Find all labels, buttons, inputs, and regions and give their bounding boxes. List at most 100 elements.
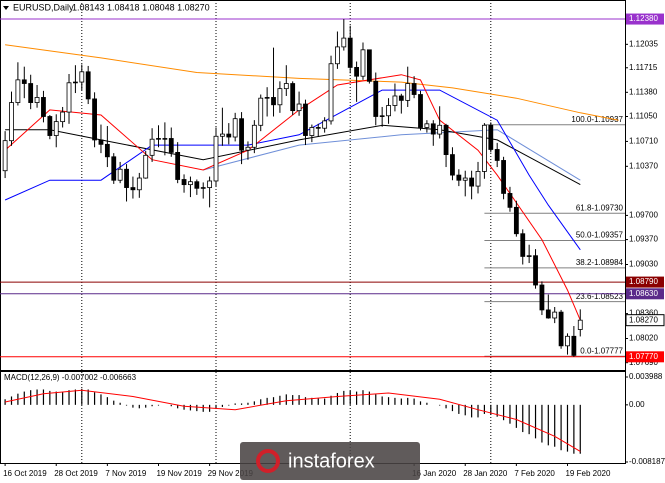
- candle-body: [143, 154, 149, 179]
- candle-body: [200, 187, 206, 189]
- candle-body: [558, 311, 564, 347]
- candle-body: [565, 335, 570, 347]
- indicator-line: [203, 129, 581, 181]
- candle-body: [21, 79, 27, 84]
- candle-body: [79, 71, 85, 83]
- x-tick-label: 16 Oct 2019: [3, 469, 47, 478]
- candle-body: [571, 335, 577, 356]
- candle-body: [53, 121, 59, 136]
- candle-body: [520, 233, 526, 257]
- watermark-logo: [256, 449, 280, 473]
- candle-body: [328, 63, 334, 122]
- candle-body: [111, 156, 117, 181]
- candle-body: [277, 88, 283, 106]
- x-tick-label: 7 Feb 2020: [514, 469, 555, 478]
- candle-body: [232, 118, 238, 138]
- fibonacci-label: 50.0-1.09357: [576, 231, 624, 240]
- y-tick-label: 1.12035: [629, 39, 658, 48]
- candle-body: [98, 139, 104, 145]
- macd-title: MACD(12,26,9) -0.007002 -0.006663: [4, 373, 137, 382]
- candle-body: [264, 97, 270, 99]
- candle-body: [379, 115, 385, 117]
- y-tick-label: -0.008187: [629, 457, 665, 466]
- ohlc: 1.08143 1.08418 1.08048 1.08270: [72, 2, 210, 12]
- candle-body: [296, 103, 302, 112]
- candle-body: [437, 124, 443, 135]
- candle-body: [507, 193, 513, 208]
- candle-body: [539, 284, 545, 311]
- candle-body: [34, 97, 40, 103]
- candle-body: [207, 180, 213, 188]
- candle-body: [283, 83, 289, 90]
- candle-body: [469, 177, 475, 187]
- watermark: instaforex: [240, 442, 420, 480]
- candle-body: [41, 97, 46, 117]
- candle-body: [392, 95, 398, 106]
- candle-body: [386, 105, 391, 117]
- candle-body: [533, 255, 538, 286]
- symbol: EURUSD,Daily: [13, 2, 74, 12]
- candle-body: [194, 181, 200, 189]
- candle-body: [2, 140, 8, 172]
- candle-body: [85, 71, 91, 100]
- level-tag: [626, 13, 664, 25]
- candle-body: [104, 143, 110, 158]
- main-panel-frame: [0, 0, 626, 371]
- candle-body: [28, 83, 34, 103]
- candle-body: [66, 82, 72, 113]
- y-tick-label: 1.08020: [629, 334, 658, 343]
- level-label: 1.08630: [629, 289, 658, 298]
- x-tick-label: 19 Feb 2020: [565, 469, 610, 478]
- fibonacci-label: 61.8-1.09730: [576, 203, 624, 212]
- candle-body: [577, 319, 583, 330]
- candle-body: [175, 151, 181, 180]
- y-tick-label: 0.00: [629, 400, 645, 409]
- candle-body: [156, 138, 161, 140]
- candle-body: [322, 120, 328, 129]
- candle-body: [47, 116, 53, 136]
- candle-body: [366, 49, 372, 82]
- candle-body: [462, 177, 468, 181]
- candle-body: [60, 111, 66, 123]
- x-tick-label: 28 Oct 2019: [54, 469, 98, 478]
- candle-body: [513, 206, 519, 235]
- candle-body: [418, 94, 423, 128]
- candle-body: [219, 133, 225, 137]
- fibonacci-label: 0.0-1.07777: [580, 346, 623, 355]
- indicator-line: [4, 89, 581, 251]
- indicator-line: [5, 44, 619, 121]
- x-tick-label: 29 Nov 2019: [208, 469, 254, 478]
- y-tick-label: 0.003988: [629, 372, 663, 381]
- candle-body: [92, 98, 97, 141]
- candle-body: [124, 168, 129, 188]
- candle-body: [130, 187, 136, 191]
- candle-body: [424, 123, 430, 128]
- candle-body: [545, 309, 551, 319]
- candle-body: [149, 138, 155, 156]
- candle-body: [475, 171, 481, 187]
- candle-body: [168, 138, 174, 153]
- x-tick-label: 19 Nov 2019: [156, 469, 202, 478]
- y-tick-label: 1.10370: [629, 161, 658, 170]
- candle-body: [226, 133, 232, 138]
- x-tick-label: 16 Jan 2020: [412, 469, 457, 478]
- y-tick-label: 1.09370: [629, 235, 658, 244]
- y-tick-label: 1.08360: [629, 309, 658, 318]
- candle-body: [315, 127, 321, 129]
- candle-body: [552, 311, 558, 319]
- candle-body: [213, 135, 219, 182]
- y-tick-label: 1.11380: [629, 87, 658, 96]
- candle-body: [526, 255, 532, 257]
- candle-body: [488, 124, 494, 150]
- current-price-tag: [625, 314, 665, 327]
- candle-body: [309, 127, 315, 136]
- y-tick-label: 1.11050: [629, 112, 658, 121]
- y-tick-label: 1.11715: [629, 63, 658, 72]
- candle-body: [411, 83, 417, 95]
- level-tag: [626, 288, 664, 300]
- candle-body: [341, 37, 347, 48]
- level-tag: [626, 276, 664, 288]
- y-tick-label: 1.09700: [629, 211, 658, 220]
